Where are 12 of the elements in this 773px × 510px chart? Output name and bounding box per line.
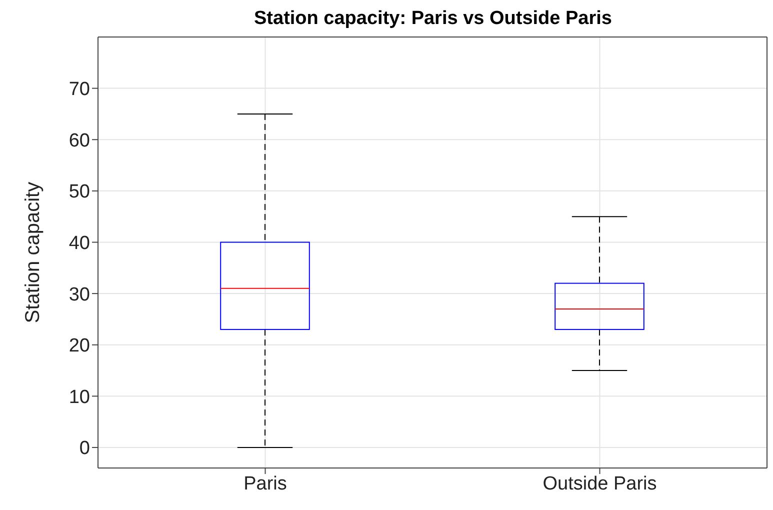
y-tick-label: 60	[68, 130, 90, 152]
y-tick-label: 20	[68, 336, 90, 357]
y-tick-label: 10	[68, 386, 90, 408]
y-tick-label: 70	[68, 79, 90, 100]
y-tick-label: 0	[79, 438, 90, 460]
x-tick-label: Outside Paris	[542, 473, 657, 494]
y-tick-label: 40	[68, 232, 90, 254]
y-tick-label: 30	[68, 284, 90, 306]
y-axis-title: Station capacity	[22, 182, 44, 324]
chart-title: Station capacity: Paris vs Outside Paris	[253, 8, 613, 30]
y-tick-label: 50	[68, 182, 90, 203]
x-tick-label: Paris	[244, 473, 287, 494]
